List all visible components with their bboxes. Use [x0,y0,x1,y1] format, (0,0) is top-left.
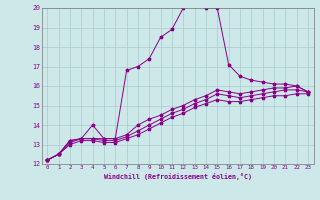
X-axis label: Windchill (Refroidissement éolien,°C): Windchill (Refroidissement éolien,°C) [104,173,252,180]
